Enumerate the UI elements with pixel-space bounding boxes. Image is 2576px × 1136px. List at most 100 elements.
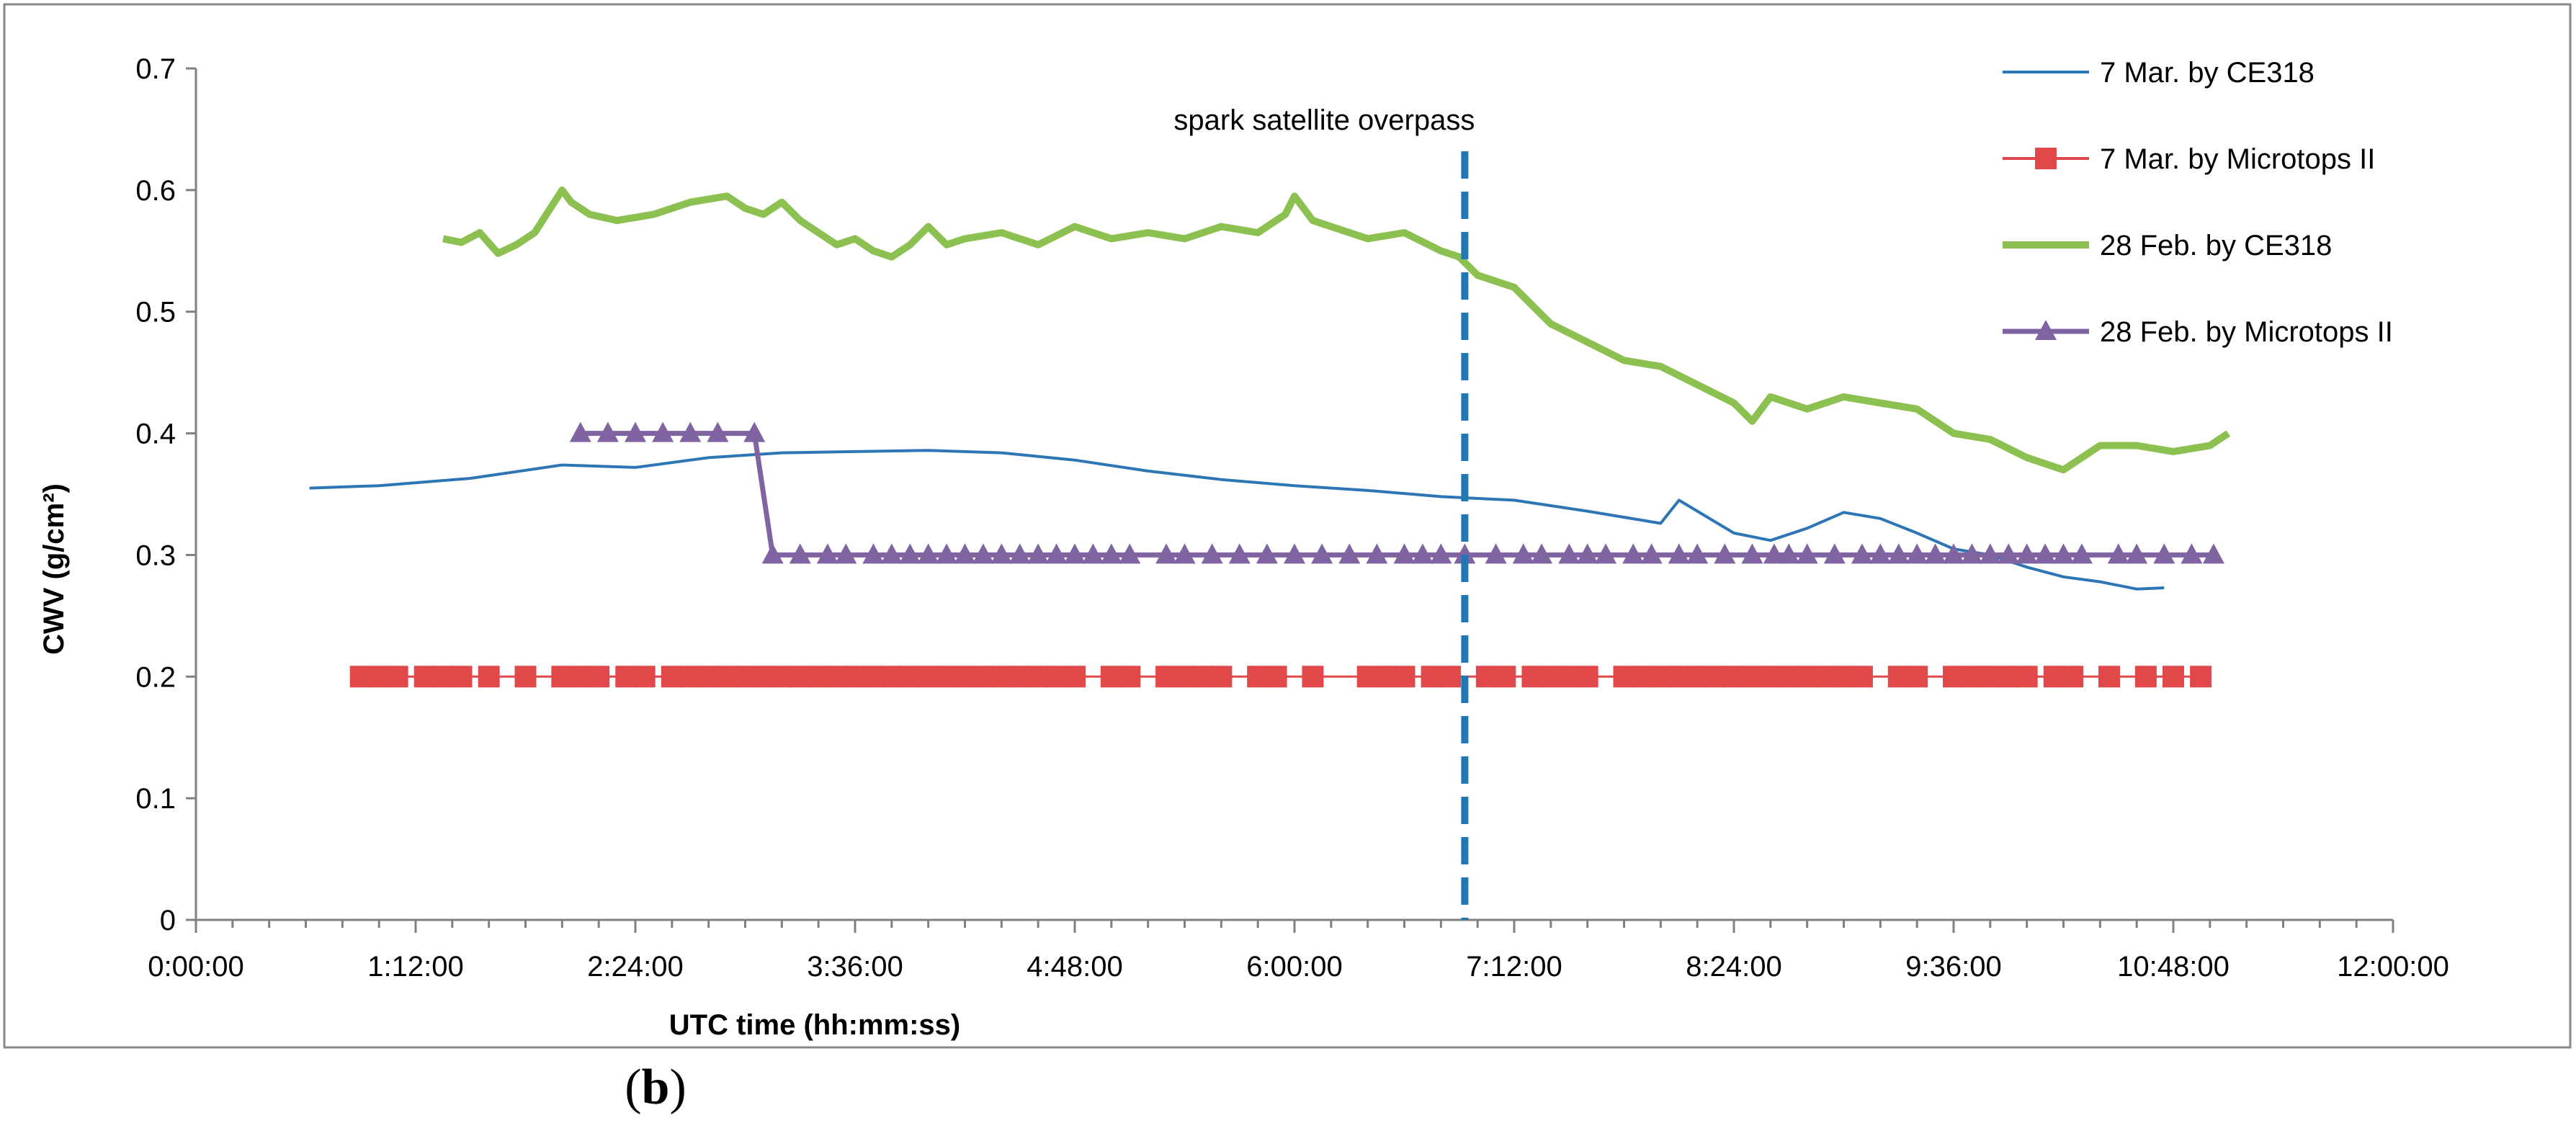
data-point [1265, 666, 1287, 688]
legend-marker [2035, 148, 2057, 169]
data-point [2043, 666, 2065, 688]
data-point [1558, 543, 1580, 564]
data-point [1119, 543, 1141, 564]
data-point [1906, 666, 1928, 688]
data-point [1210, 666, 1233, 688]
data-point [1173, 666, 1196, 688]
data-point [1851, 666, 1873, 688]
series-2 [442, 186, 2231, 474]
data-point [816, 543, 838, 564]
x-tick-label: 0:00:00 [148, 951, 243, 983]
data-point [1631, 666, 1653, 688]
legend-item-3: 28 Feb. by Microtops II [2003, 316, 2393, 348]
data-point [551, 666, 573, 688]
overpass-annotation: spark satellite overpass [1173, 104, 1475, 136]
data-point [1668, 543, 1690, 564]
data-point [413, 666, 436, 688]
data-point [990, 666, 1013, 688]
x-tick-label: 3:36:00 [807, 951, 903, 983]
data-point [2107, 543, 2129, 564]
data-point [936, 666, 958, 688]
data-point [1741, 543, 1763, 564]
data-point [2052, 543, 2075, 564]
data-point [1851, 543, 1873, 564]
data-point [1375, 666, 1397, 688]
x-tick-label: 10:48:00 [2117, 951, 2230, 983]
data-point [1454, 543, 1476, 564]
data-point [1539, 666, 1562, 688]
data-point [752, 666, 774, 688]
data-point [835, 543, 857, 564]
x-tick-label: 8:24:00 [1686, 951, 1781, 983]
data-point [625, 421, 646, 442]
axes: 0 0.1 0.2 0.3 0.4 0.5 0.6 0.7 0:00:00 1:12:00 2:24… [135, 53, 2448, 983]
legend-label: 7 Mar. by CE318 [2100, 57, 2315, 89]
data-point [1961, 543, 1983, 564]
data-point [2126, 543, 2148, 564]
y-tick-label: 0.2 [135, 661, 176, 693]
data-point [734, 666, 756, 688]
data-point [1027, 666, 1050, 688]
legend-item-1: 7 Mar. by Microtops II [2003, 143, 2375, 175]
y-tick-label: 0.3 [135, 540, 176, 571]
data-point [1759, 666, 1781, 688]
data-point [1521, 666, 1544, 688]
data-point [1686, 666, 1709, 688]
data-point [1668, 666, 1690, 688]
data-point [2163, 666, 2184, 688]
data-point [1622, 543, 1645, 564]
data-point [697, 666, 720, 688]
data-point [1485, 543, 1507, 564]
y-tick-label: 0.1 [135, 783, 176, 815]
data-point [2098, 666, 2121, 688]
data-point [743, 421, 766, 442]
data-point [1393, 543, 1416, 564]
data-point [917, 666, 939, 688]
legend: 7 Mar. by CE318 7 Mar. by Microtops II 28 … [2003, 57, 2393, 348]
data-point [1823, 543, 1846, 564]
x-tick-label: 4:48:00 [1027, 951, 1122, 983]
data-point [2070, 543, 2093, 564]
y-axis-label: CWV (g/cm²) [38, 483, 70, 655]
data-point [1366, 543, 1388, 564]
data-point [1833, 666, 1855, 688]
data-point [1100, 543, 1122, 564]
data-point [808, 666, 830, 688]
x-tick-label: 7:12:00 [1466, 951, 1562, 983]
x-axis-label: UTC time (hh:mm:ss) [669, 1009, 960, 1041]
data-point [679, 421, 702, 442]
data-point [972, 666, 994, 688]
data-point [1943, 543, 1964, 564]
data-point [1100, 666, 1122, 688]
y-tick-label: 0.7 [135, 53, 176, 85]
data-point [1704, 666, 1727, 688]
data-point [1796, 666, 1818, 688]
data-point [569, 421, 591, 442]
data-point [954, 666, 976, 688]
data-point [1311, 543, 1333, 564]
chart-frame [3, 3, 2572, 1049]
data-point [862, 543, 885, 564]
data-point [2034, 543, 2057, 564]
data-point [880, 666, 903, 688]
data-point [1082, 543, 1104, 564]
y-tick-label: 0.4 [135, 419, 176, 450]
data-point [588, 666, 610, 688]
data-point [1439, 666, 1462, 688]
legend-item-0: 7 Mar. by CE318 [2003, 57, 2315, 89]
data-point [990, 543, 1013, 564]
data-point [936, 543, 958, 564]
x-tick-label: 2:24:00 [587, 951, 683, 983]
data-point [1155, 543, 1178, 564]
data-point [1906, 543, 1928, 564]
data-point [1009, 666, 1031, 688]
data-point [1815, 666, 1837, 688]
legend-marker [2035, 320, 2057, 340]
data-point [1576, 666, 1598, 688]
data-point [972, 543, 994, 564]
data-point [1558, 666, 1580, 688]
data-point [899, 543, 921, 564]
data-point [386, 666, 408, 688]
data-point [1869, 543, 1892, 564]
